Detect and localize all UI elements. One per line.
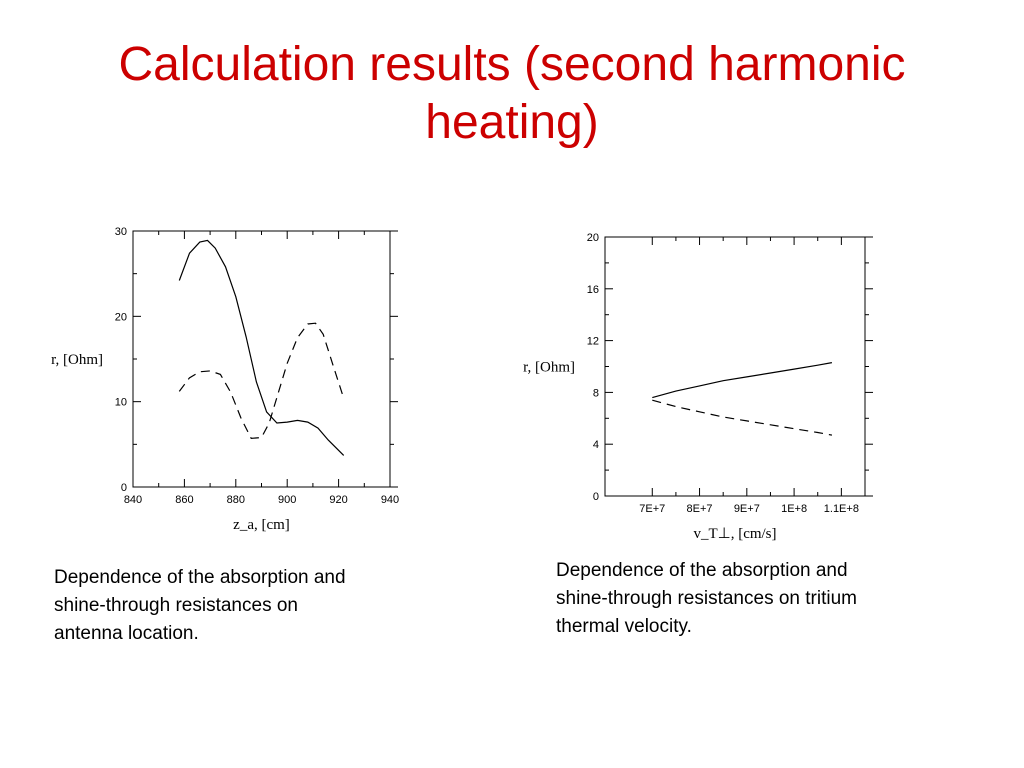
series-line-dashed [178, 322, 345, 440]
y-tick-label: 0 [121, 482, 127, 494]
y-tick-label: 30 [115, 226, 127, 238]
y-axis-label: r, [Ohm] [523, 360, 575, 376]
y-tick-label: 12 [587, 336, 599, 348]
x-tick-label: 1.1E+8 [824, 503, 859, 515]
caption-left-line-3: antenna location. [54, 623, 199, 644]
x-tick-label: 900 [278, 494, 296, 506]
x-tick-label: 1E+8 [781, 503, 807, 515]
caption-right-line-1: Dependence of the absorption and [556, 560, 848, 581]
x-tick-label: 940 [381, 494, 399, 506]
caption-right: Dependence of the absorption and shine-t… [556, 557, 976, 641]
plot-frame [604, 236, 866, 497]
series-line-solid [178, 239, 345, 456]
x-tick-label: 880 [227, 494, 245, 506]
slide-title-line-1: Calculation results (second harmonic [118, 38, 906, 91]
y-axis-label: r, [Ohm] [51, 352, 103, 368]
y-tick-label: 16 [587, 284, 599, 296]
x-axis-label: z_a, [cm] [233, 517, 290, 533]
caption-right-line-3: thermal velocity. [556, 616, 692, 637]
caption-left: Dependence of the absorption and shine-t… [54, 564, 454, 648]
series-line-solid [652, 362, 833, 399]
x-tick-label: 9E+7 [734, 503, 760, 515]
x-tick-label: 7E+7 [639, 503, 665, 515]
caption-right-line-2: shine-through resistances on tritium [556, 588, 857, 609]
y-tick-label: 4 [593, 439, 599, 451]
x-axis-label: v_T⊥, [cm/s] [693, 526, 776, 542]
y-tick-label: 20 [115, 311, 127, 323]
x-tick-label: 920 [329, 494, 347, 506]
slide-title: Calculation results (second harmonic hea… [0, 36, 1024, 152]
slide-title-line-2: heating) [425, 96, 599, 149]
y-tick-label: 8 [593, 387, 599, 399]
y-tick-label: 0 [593, 491, 599, 503]
y-tick-label: 10 [115, 397, 127, 409]
caption-left-line-2: shine-through resistances on [54, 595, 298, 616]
caption-left-line-1: Dependence of the absorption and [54, 567, 346, 588]
x-tick-label: 8E+7 [687, 503, 713, 515]
y-tick-label: 20 [587, 232, 599, 244]
x-tick-label: 860 [175, 494, 193, 506]
x-tick-label: 840 [124, 494, 142, 506]
series-line-dashed [652, 399, 833, 436]
